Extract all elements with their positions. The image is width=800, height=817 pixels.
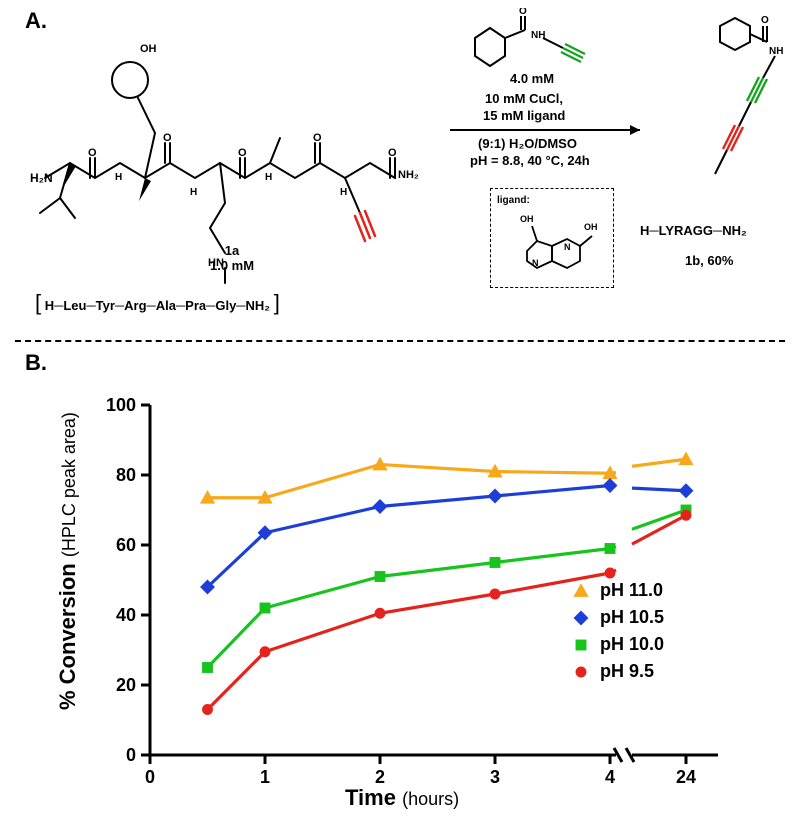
reagent-conc: 4.0 mM <box>510 71 554 86</box>
svg-text:20: 20 <box>116 675 136 695</box>
svg-text:0: 0 <box>145 767 155 787</box>
legend-marker-icon <box>570 609 592 627</box>
legend-label: pH 11.0 <box>600 580 663 601</box>
cond-2: 15 mM ligand <box>483 108 565 123</box>
chart-legend: pH 11.0 pH 10.5 pH 10.0 pH 9.5 <box>570 580 664 688</box>
svg-text:O: O <box>519 8 527 17</box>
product-yield: 60% <box>707 253 733 268</box>
prod-seq-h: H <box>640 223 649 238</box>
legend-label: pH 10.5 <box>600 607 664 628</box>
product-sequence: H─LYRAGG─NH₂ <box>640 223 747 238</box>
prod-seq-core: LYRAGG <box>659 223 713 238</box>
substrate-id: 1a <box>225 243 239 258</box>
svg-text:40: 40 <box>116 605 136 625</box>
legend-label: pH 10.0 <box>600 634 664 655</box>
svg-text:80: 80 <box>116 465 136 485</box>
svg-text:1: 1 <box>260 767 270 787</box>
svg-text:H₂N: H₂N <box>30 171 53 185</box>
panel-a: A. H₂N OH <box>15 8 785 336</box>
legend-label: pH 9.5 <box>600 661 654 682</box>
substrate-label: 1a 1.0 mM <box>210 243 254 273</box>
solvent: (9:1) H₂O/DMSO <box>478 136 577 151</box>
legend-marker-icon <box>570 663 592 681</box>
cond-1: 10 mM CuCl, <box>485 91 563 106</box>
svg-text:O: O <box>163 132 172 144</box>
svg-text:H: H <box>340 187 347 198</box>
ligand-structure-icon: N N OH OH <box>502 206 602 276</box>
product-id: 1b, <box>685 253 704 268</box>
cond-3: pH = 8.8, 40 °C, 24h <box>470 153 590 168</box>
panel-b: B. % Conversion (HPLC peak area) Time (h… <box>15 350 785 810</box>
prod-seq-nh2: NH₂ <box>722 223 747 238</box>
svg-text:HN NH₂: HN NH₂ <box>205 287 245 288</box>
svg-text:OH: OH <box>140 43 157 55</box>
svg-text:NH: NH <box>769 46 783 57</box>
legend-item: pH 9.5 <box>570 661 664 682</box>
svg-text:3: 3 <box>490 767 500 787</box>
svg-text:O: O <box>88 147 97 159</box>
figure-root: A. H₂N OH <box>0 0 800 817</box>
svg-text:H: H <box>265 172 272 183</box>
svg-text:O: O <box>313 132 322 144</box>
ligand-label: ligand: <box>497 195 607 206</box>
legend-marker-icon <box>570 582 592 600</box>
panel-divider <box>15 340 785 342</box>
peptide-sequence: [ H─Leu─Tyr─Arg─Ala─Pra─Gly─NH₂ ] <box>35 290 280 316</box>
svg-text:O: O <box>238 147 247 159</box>
legend-item: pH 10.5 <box>570 607 664 628</box>
svg-text:NH: NH <box>531 30 545 41</box>
svg-text:100: 100 <box>106 395 136 415</box>
svg-text:24: 24 <box>676 767 696 787</box>
svg-text:H: H <box>115 172 122 183</box>
svg-text:2: 2 <box>375 767 385 787</box>
legend-item: pH 11.0 <box>570 580 664 601</box>
svg-text:O: O <box>388 147 397 159</box>
svg-text:N: N <box>532 258 539 268</box>
svg-text:H: H <box>190 187 197 198</box>
conversion-chart: 0 20 40 60 80 100 0 1 2 3 4 24 <box>15 350 785 810</box>
svg-text:0: 0 <box>126 745 136 765</box>
substrate-conc: 1.0 mM <box>210 258 254 273</box>
sequence-text: H─Leu─Tyr─Arg─Ala─Pra─Gly─NH₂ <box>45 298 270 313</box>
legend-item: pH 10.0 <box>570 634 664 655</box>
svg-text:N: N <box>564 242 571 252</box>
svg-text:OH: OH <box>584 222 598 232</box>
svg-text:OH: OH <box>520 214 534 224</box>
svg-text:O: O <box>761 15 769 26</box>
legend-marker-icon <box>570 636 592 654</box>
product-label: 1b, 60% <box>685 253 733 268</box>
svg-text:4: 4 <box>605 767 615 787</box>
ligand-box: ligand: N N OH OH <box>490 188 614 288</box>
svg-text:60: 60 <box>116 535 136 555</box>
